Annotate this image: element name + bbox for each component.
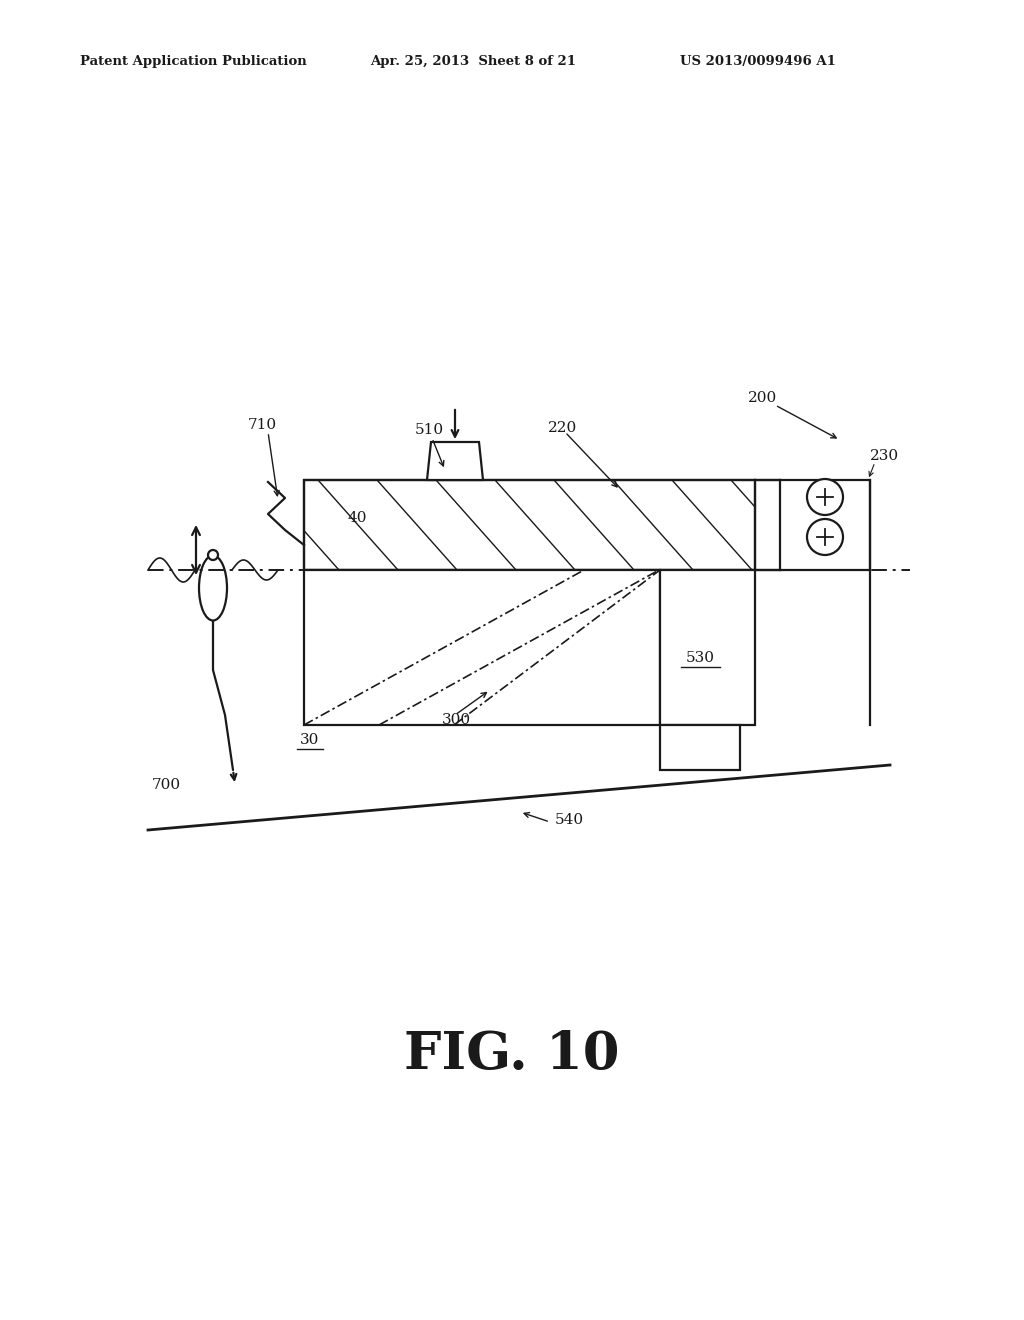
Text: 200: 200 — [748, 391, 777, 405]
Text: Patent Application Publication: Patent Application Publication — [80, 55, 307, 69]
Text: 220: 220 — [548, 421, 578, 436]
Polygon shape — [660, 725, 740, 770]
Text: 300: 300 — [442, 713, 471, 727]
Ellipse shape — [199, 556, 227, 620]
Text: 530: 530 — [685, 651, 715, 665]
Polygon shape — [304, 570, 660, 725]
Text: FIG. 10: FIG. 10 — [404, 1030, 620, 1081]
Text: 540: 540 — [555, 813, 584, 828]
Circle shape — [807, 479, 843, 515]
Polygon shape — [780, 480, 870, 570]
Text: Apr. 25, 2013  Sheet 8 of 21: Apr. 25, 2013 Sheet 8 of 21 — [370, 55, 575, 69]
Text: 700: 700 — [152, 777, 181, 792]
Polygon shape — [304, 480, 755, 570]
Polygon shape — [660, 570, 755, 725]
Polygon shape — [427, 442, 483, 480]
Circle shape — [208, 550, 218, 560]
Text: 30: 30 — [300, 733, 319, 747]
Text: 510: 510 — [415, 422, 444, 437]
Text: 230: 230 — [870, 449, 899, 463]
Text: US 2013/0099496 A1: US 2013/0099496 A1 — [680, 55, 836, 69]
Text: 710: 710 — [248, 418, 278, 432]
Text: 40: 40 — [348, 511, 368, 525]
Circle shape — [807, 519, 843, 554]
